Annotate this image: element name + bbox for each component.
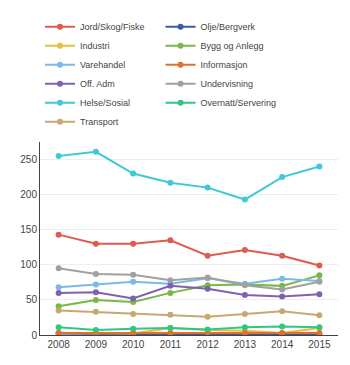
svg-text:50: 50 [26,294,38,305]
svg-text:Undervisning: Undervisning [201,79,254,89]
svg-text:Jord/Skog/Fiske: Jord/Skog/Fiske [80,22,145,32]
svg-text:2013: 2013 [234,339,257,350]
svg-text:Bygg og Anlegg: Bygg og Anlegg [201,41,264,51]
svg-text:Overnatt/Servering: Overnatt/Servering [201,98,277,108]
svg-text:0: 0 [31,330,37,341]
svg-text:2009: 2009 [85,339,108,350]
svg-text:2015: 2015 [308,339,331,350]
svg-text:200: 200 [20,189,37,200]
svg-text:2011: 2011 [160,339,182,350]
svg-text:2014: 2014 [271,339,294,350]
svg-text:Industri: Industri [80,41,110,51]
svg-text:Transport: Transport [80,117,119,127]
svg-text:100: 100 [20,259,37,270]
svg-text:2008: 2008 [48,339,71,350]
svg-text:Olje/Bergverk: Olje/Bergverk [201,22,256,32]
svg-text:Off. Adm: Off. Adm [80,79,115,89]
svg-text:2010: 2010 [122,339,145,350]
svg-text:Helse/Sosial: Helse/Sosial [80,98,130,108]
svg-text:150: 150 [20,224,37,235]
svg-text:2012: 2012 [197,339,220,350]
svg-text:Varehandel: Varehandel [80,60,125,70]
svg-text:Informasjon: Informasjon [201,60,248,70]
svg-text:250: 250 [20,154,37,165]
